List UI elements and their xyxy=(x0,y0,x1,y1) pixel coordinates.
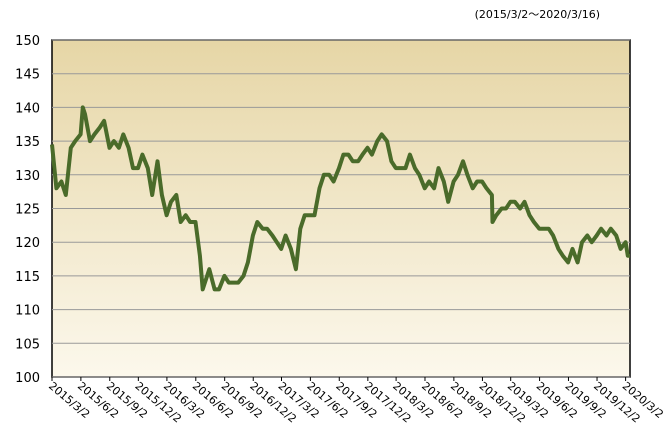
y-tick-label: 115 xyxy=(15,270,40,285)
y-tick-label: 145 xyxy=(15,68,40,83)
y-tick-label: 140 xyxy=(15,101,40,116)
y-tick-label: 130 xyxy=(15,169,40,184)
y-tick-label: 100 xyxy=(15,371,40,386)
y-tick-label: 150 xyxy=(15,34,40,49)
y-tick-label: 125 xyxy=(15,203,40,218)
y-tick-label: 105 xyxy=(15,337,40,352)
y-tick-label: 120 xyxy=(15,236,40,251)
line xyxy=(50,105,630,292)
subtitle: (2015/3/2～2020/3/16) xyxy=(475,8,600,21)
y-tick-label: 135 xyxy=(15,135,40,150)
y-tick-label: 110 xyxy=(15,304,40,319)
